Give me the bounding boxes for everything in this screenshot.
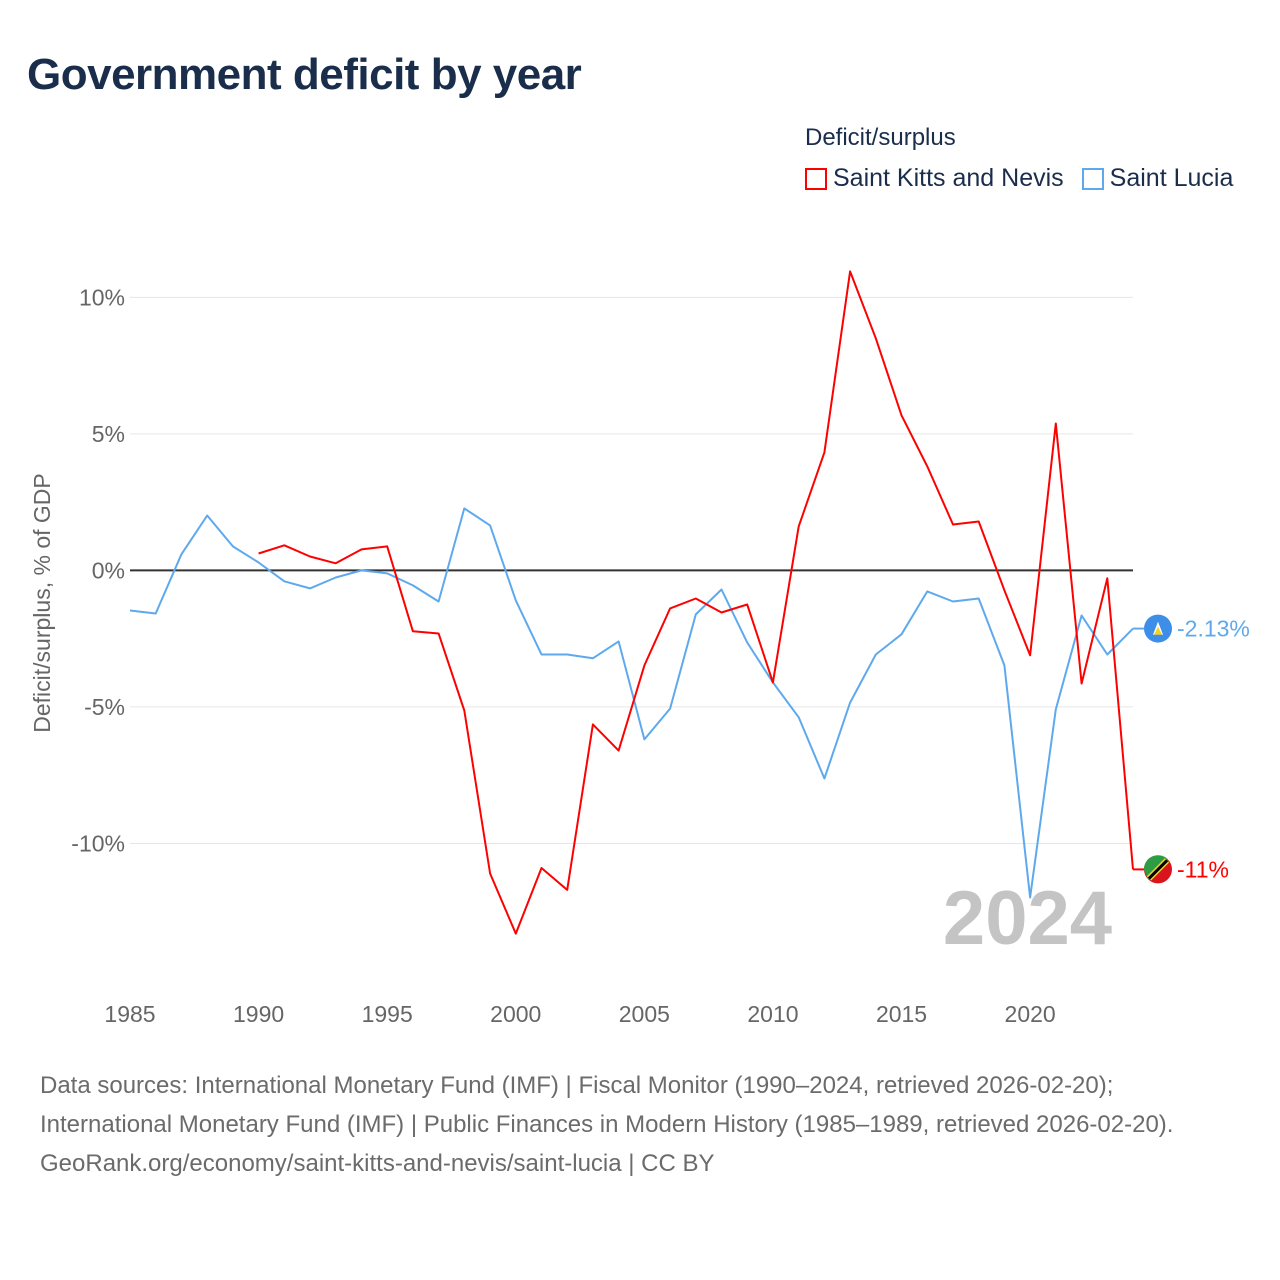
y-tick-label: 5% (92, 421, 125, 447)
y-tick-label: 0% (92, 557, 125, 583)
legend-label: Saint Lucia (1109, 164, 1234, 192)
y-tick-label: 10% (79, 284, 125, 310)
year-watermark: 2024 (943, 876, 1112, 961)
x-tick-label: 2015 (876, 1001, 927, 1027)
end-value-label: -11% (1177, 856, 1229, 882)
x-tick-label: 2000 (490, 1001, 541, 1027)
legend-swatch (805, 167, 827, 190)
series-line-saint-kitts-and-nevis (258, 270, 1134, 935)
data-sources: Data sources: International Monetary Fun… (40, 1072, 1174, 1138)
legend-title: Deficit/surplus (805, 124, 956, 151)
x-tick-label: 1990 (233, 1001, 284, 1027)
legend-item-saint-kitts[interactable]: Saint Kitts and Nevis (805, 164, 1064, 193)
x-tick-label: 2010 (747, 1001, 798, 1027)
flag-black-band (1147, 859, 1169, 880)
series-line-saint-lucia (129, 507, 1134, 899)
legend-swatch (1081, 167, 1104, 190)
legend-label: Saint Kitts and Nevis (833, 164, 1064, 192)
y-tick-label: -5% (84, 694, 125, 720)
y-axis-label: Deficit/surplus, % of GDP (29, 473, 55, 732)
flag-triangle-inner (1154, 626, 1162, 635)
x-tick-label: 1985 (104, 1001, 155, 1027)
legend-item-saint-lucia[interactable]: Saint Lucia (1081, 164, 1234, 193)
y-tick-label: -10% (71, 830, 125, 856)
x-tick-label: 1995 (362, 1001, 413, 1027)
footer: Data sources: International Monetary Fun… (40, 1066, 1240, 1183)
legend: Deficit/surplus Saint Kitts and Nevis Sa… (805, 124, 1233, 193)
x-tick-label: 2005 (619, 1001, 670, 1027)
end-value-label: -2.13% (1177, 616, 1250, 642)
x-tick-label: 2020 (1005, 1001, 1056, 1027)
source-link[interactable]: GeoRank.org/economy/saint-kitts-and-nevi… (40, 1150, 715, 1177)
chart-title: Government deficit by year (27, 50, 582, 99)
